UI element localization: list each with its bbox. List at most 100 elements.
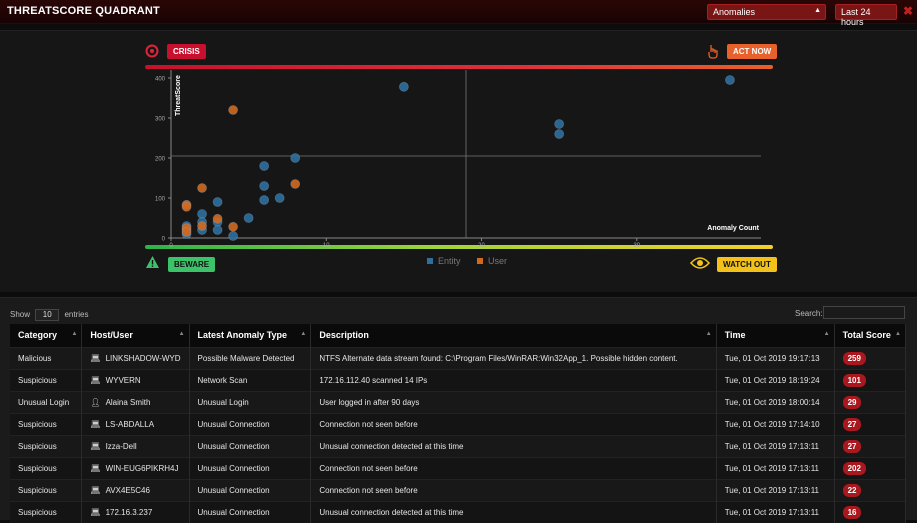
top-gradient-bar <box>145 65 773 69</box>
sort-icon: ▲︎ <box>895 331 901 337</box>
y-tick-label: 300 <box>155 117 166 123</box>
host-name[interactable]: LINKSHADOW-WYD <box>105 353 181 363</box>
cell-total-score: 27 <box>834 434 907 457</box>
table-row[interactable]: Suspicious 💻︎ WIN-EUG6PIKRH4J Unusual Conne… <box>10 456 907 479</box>
filter-dropdown[interactable]: Anomalies ▲︎ <box>707 4 826 20</box>
search-label: Search: <box>795 309 823 318</box>
cell-description: Connection not seen before <box>310 478 717 501</box>
cell-total-score: 16 <box>834 500 907 523</box>
laptop-icon: 💻︎ <box>90 485 101 495</box>
legend-label-entity: Entity <box>438 256 461 266</box>
cell-description: 172.16.112.40 scanned 14 IPs <box>310 368 717 391</box>
cell-total-score: 101 <box>834 368 907 391</box>
column-header-category[interactable]: Category ▲︎ <box>10 324 83 347</box>
watch-out-badge: WATCH OUT <box>717 257 777 272</box>
cell-category: Unusual Login <box>10 390 83 413</box>
table-row[interactable]: Suspicious 💻︎ AVX4E5C46 Unusual Connection C… <box>10 478 907 501</box>
table-row[interactable]: Suspicious 💻︎ LS-ABDALLA Unusual Connection… <box>10 412 907 435</box>
column-header-host[interactable]: Host/User ▲︎ <box>81 324 190 347</box>
cell-time: Tue, 01 Oct 2019 19:17:13 <box>716 346 835 369</box>
cell-anomaly-type: Unusual Connection <box>189 456 312 479</box>
host-name[interactable]: Izza-Dell <box>105 441 137 451</box>
column-header-time[interactable]: Time ▲︎ <box>716 324 835 347</box>
cell-host: 💻︎ WIN-EUG6PIKRH4J <box>81 456 190 479</box>
data-point-user <box>197 221 207 231</box>
data-point-entity <box>274 193 285 203</box>
page-title: THREATSCORE QUADRANT <box>7 5 160 17</box>
cell-host: 💻︎ Izza-Dell <box>81 434 190 457</box>
act-now-badge: ACT NOW <box>727 44 778 59</box>
warning-icon <box>146 256 159 268</box>
table-header-row: Category ▲︎ Host/User ▲︎ Latest Anomaly Ty… <box>10 324 907 347</box>
cell-anomaly-type: Unusual Connection <box>189 500 312 523</box>
cell-category: Malicious <box>10 346 83 369</box>
column-header-anomaly-type[interactable]: Latest Anomaly Type ▲︎ <box>189 324 312 347</box>
title-bar: THREATSCORE QUADRANT Anomalies ▲︎ Last 2… <box>0 0 917 27</box>
host-name[interactable]: AVX4E5C46 <box>105 485 150 495</box>
cell-time: Tue, 01 Oct 2019 17:14:10 <box>716 412 835 435</box>
data-point-entity <box>725 75 735 85</box>
table-row[interactable]: Suspicious 💻︎ Izza-Dell Unusual Connection U… <box>10 434 907 457</box>
cell-total-score: 259 <box>834 346 907 369</box>
score-badge: 27 <box>842 417 862 431</box>
cell-anomaly-type: Unusual Login <box>189 390 312 413</box>
x-tick-label: 0 <box>169 243 173 248</box>
cell-description: Unusual connection detected at this time <box>310 434 717 457</box>
table-row[interactable]: Unusual Login 👤︎ Alaina Smith Unusual Login… <box>10 390 907 413</box>
user-icon: 👤︎ <box>90 397 101 407</box>
data-point-entity <box>212 225 223 235</box>
laptop-icon: 💻︎ <box>90 463 101 473</box>
table-row[interactable]: Malicious 💻︎ LINKSHADOW-WYD Possible Malwar… <box>10 346 907 369</box>
cell-category: Suspicious <box>10 500 83 523</box>
threatscore-scatter-chart: 0 100 200 300 400 0 10 20 30 ThreatScore Anomaly C… <box>155 70 761 248</box>
search-input[interactable] <box>823 306 905 319</box>
data-point-entity <box>212 197 223 207</box>
laptop-icon: 💻︎ <box>90 419 101 429</box>
entries-select[interactable]: 10 <box>35 309 60 321</box>
host-name[interactable]: Alaina Smith <box>105 397 151 407</box>
data-point-entity <box>259 181 270 191</box>
cell-total-score: 29 <box>834 390 907 413</box>
cell-time: Tue, 01 Oct 2019 17:13:11 <box>716 434 835 457</box>
time-range-value: Last 24 hours <box>841 7 871 27</box>
table-row[interactable]: Suspicious 💻︎ WYVERN Network Scan 172.16.112… <box>10 368 907 391</box>
cell-anomaly-type: Unusual Connection <box>189 478 312 501</box>
cell-total-score: 22 <box>834 478 907 501</box>
laptop-icon: 💻︎ <box>90 507 101 517</box>
data-point-user <box>197 183 207 193</box>
y-axis-label: ThreatScore <box>175 75 182 116</box>
table-row[interactable]: Suspicious 💻︎ 172.16.3.237 Unusual Connecti… <box>10 500 907 523</box>
cell-host: 💻︎ LINKSHADOW-WYD <box>81 346 190 369</box>
legend-swatch-entity <box>427 258 433 264</box>
y-tick-label: 100 <box>155 197 166 203</box>
cell-total-score: 202 <box>834 456 907 479</box>
host-name[interactable]: 172.16.3.237 <box>105 507 153 517</box>
cell-description: NTFS Alternate data stream found: C:\Pro… <box>310 346 717 369</box>
host-name[interactable]: WIN-EUG6PIKRH4J <box>105 463 179 473</box>
entries-label: entries <box>64 310 89 319</box>
cell-category: Suspicious <box>10 368 83 391</box>
score-badge: 29 <box>842 395 862 409</box>
x-axis-label: Anomaly Count <box>707 225 759 232</box>
cell-host: 👤︎ Alaina Smith <box>81 390 190 413</box>
column-header-total-score[interactable]: Total Score ▲︎ <box>834 324 907 347</box>
data-point-user <box>181 201 192 212</box>
data-point-entity <box>554 119 565 129</box>
sort-icon: ▲︎ <box>823 331 830 337</box>
cell-description: Connection not seen before <box>310 456 717 479</box>
cell-host: 💻︎ WYVERN <box>81 368 190 391</box>
x-tick-label: 10 <box>323 243 330 248</box>
data-point-entity <box>290 153 301 163</box>
score-badge: 16 <box>842 505 862 519</box>
cell-host: 💻︎ LS-ABDALLA <box>81 412 190 435</box>
close-icon[interactable]: ✖ <box>902 4 913 18</box>
cell-host: 💻︎ AVX4E5C46 <box>81 478 190 501</box>
sort-icon: ▲︎ <box>300 331 307 337</box>
hand-pointer-icon <box>708 45 718 59</box>
cell-category: Suspicious <box>10 412 83 435</box>
time-range-dropdown[interactable]: Last 24 hours <box>835 4 897 27</box>
host-name[interactable]: WYVERN <box>105 375 141 385</box>
entries-length-control: Show 10 entries <box>10 309 89 321</box>
column-header-description[interactable]: Description ▲︎ <box>310 324 717 347</box>
host-name[interactable]: LS-ABDALLA <box>105 419 155 429</box>
